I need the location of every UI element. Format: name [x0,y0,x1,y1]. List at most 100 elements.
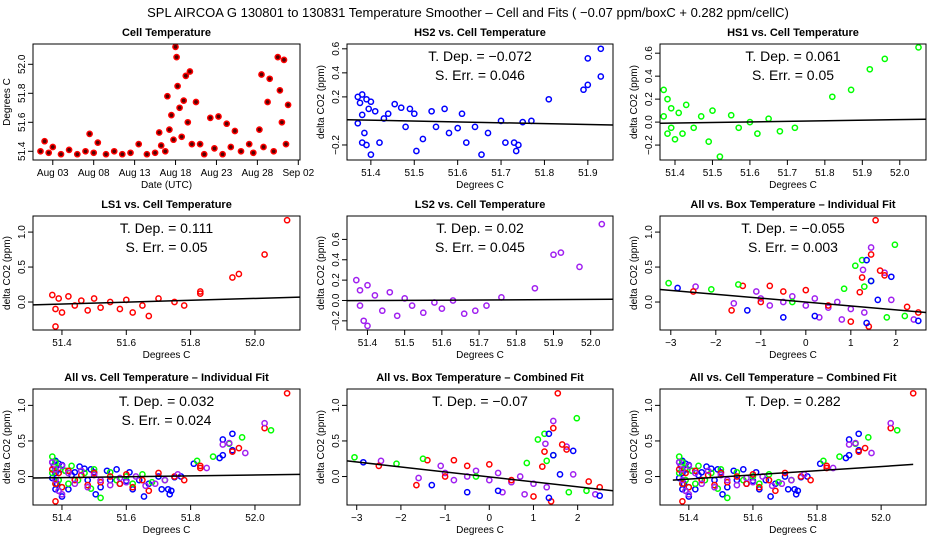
data-point [538,463,546,470]
data-point [245,140,253,148]
data-point [483,302,490,309]
data-point [859,266,867,274]
points-group [660,216,926,330]
data-point [135,140,143,148]
y-tick-label: 0.2 [644,92,655,106]
x-tick-label: 51.8 [807,513,827,524]
data-point [691,480,699,488]
data-point [266,75,274,83]
data-point [519,118,527,126]
data-point [867,244,875,251]
x-tick-label: Aug 03 [37,168,69,179]
data-point [716,153,724,160]
data-point [779,314,787,321]
y-tick-label: 0.5 [644,260,655,274]
y-axis-label: delta CO2 (ppm) [316,236,327,310]
y-tick-label: 0.5 [17,260,28,274]
points-group [33,216,300,330]
data-point [52,469,59,477]
y-tick-label: 0.6 [644,46,655,60]
data-point [679,480,686,488]
data-point [237,147,245,155]
data-point [691,485,699,493]
data-point [178,133,186,141]
data-point [168,111,175,119]
y-tick-label: 0.6 [331,232,342,246]
data-point [867,277,875,285]
data-point [428,107,435,115]
data-point [55,487,63,495]
data-point [155,469,162,477]
fit-line [347,118,613,126]
data-point [65,467,72,475]
x-tick-label: 51.9 [544,338,564,349]
x-tick-label: 0 [803,338,809,349]
data-point [52,305,59,313]
x-tick-label: 51.6 [117,338,137,349]
data-point [358,111,366,119]
fit-annotation: S. Err. = 0.05 [125,239,207,255]
data-point [432,123,440,131]
x-axis-label: Degrees C [456,350,504,361]
data-point [691,469,699,477]
data-point [441,473,449,480]
data-point [161,476,169,484]
data-point [858,274,866,281]
fit-line [347,298,613,302]
x-tick-label: 52.0 [890,168,910,179]
data-point [145,487,153,495]
data-point [419,309,427,317]
data-point [734,281,742,288]
data-point [182,72,190,80]
data-point [274,53,282,61]
data-point [558,441,566,448]
data-point [743,480,750,488]
points-group [347,220,613,330]
data-point [597,45,605,53]
x-tick-label: −3 [665,338,677,349]
data-point [356,286,364,294]
y-tick-label: −0.2 [644,135,655,155]
data-point [122,478,130,486]
data-point [685,490,693,498]
y-axis-label: delta CO2 (ppm) [2,410,13,484]
data-point [408,302,416,309]
data-point [863,256,870,264]
data-point [485,476,493,484]
x-tick-label: 51.5 [405,168,425,179]
data-point [833,298,841,306]
data-point [874,296,882,304]
points-group [37,44,292,158]
data-point [52,480,59,488]
data-point [471,307,479,315]
points-group [347,45,613,158]
fit-annotation: S. Err. = 0.024 [122,412,212,428]
data-point [472,467,480,475]
data-point [410,110,418,118]
data-point [384,110,392,118]
data-point [65,485,72,493]
data-point [660,113,668,120]
data-point [781,473,789,480]
data-point [82,147,89,155]
data-point [765,115,772,123]
plot-frame [32,43,301,161]
x-tick-label: 51.6 [448,168,468,179]
y-tick-label: 0.5 [331,434,342,448]
data-point [209,453,217,460]
data-point [543,457,551,465]
data-point [530,493,537,500]
data-point [788,298,796,306]
fit-annotation: T. Dep. = 0.02 [436,220,524,236]
data-point [543,483,551,491]
data-point [58,493,66,500]
data-point [733,468,741,476]
data-point [463,462,471,470]
data-point [735,124,743,132]
x-tick-label: 51.9 [578,168,598,179]
data-point [868,449,875,457]
data-point [413,481,420,489]
data-point [166,490,174,498]
data-point [462,139,470,146]
data-point [545,494,553,502]
